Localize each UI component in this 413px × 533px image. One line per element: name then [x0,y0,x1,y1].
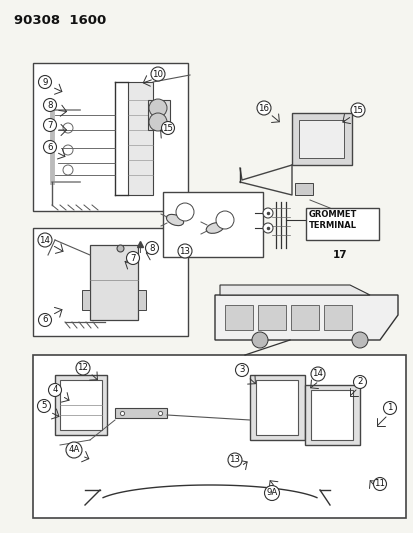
Text: 13: 13 [229,456,240,464]
Text: 4: 4 [52,385,57,394]
Bar [90,245,138,320]
Bar [115,408,166,418]
Text: 6: 6 [47,142,52,151]
Circle shape [353,376,366,389]
Text: 13: 13 [179,246,190,255]
Bar [128,82,153,195]
Bar [82,290,90,310]
Ellipse shape [206,223,223,233]
Text: 8: 8 [149,244,154,253]
Bar [249,375,304,440]
Bar [294,183,312,195]
Text: 16: 16 [258,103,269,112]
Circle shape [262,223,272,233]
Circle shape [38,76,51,88]
Circle shape [264,486,279,500]
Circle shape [145,241,158,254]
Polygon shape [219,285,369,295]
Text: 2: 2 [356,377,362,386]
Text: 4A: 4A [68,446,79,455]
Text: 9: 9 [42,77,47,86]
Bar [147,100,170,130]
Bar [60,380,102,430]
Bar [33,63,188,211]
Bar [257,305,285,330]
Circle shape [351,332,367,348]
Circle shape [66,442,82,458]
Circle shape [43,118,56,132]
Text: 12: 12 [77,364,88,373]
Circle shape [373,478,386,490]
Text: 6: 6 [42,316,47,325]
Text: 90308  1600: 90308 1600 [14,14,106,27]
Bar [55,375,107,435]
Circle shape [262,208,272,218]
Bar [323,305,351,330]
Text: 5: 5 [41,401,47,410]
Text: 14: 14 [312,369,323,378]
Circle shape [43,99,56,111]
Text: 15: 15 [162,124,173,133]
Bar [33,228,188,336]
Circle shape [350,103,364,117]
Circle shape [252,332,267,348]
Circle shape [48,384,62,397]
Circle shape [38,313,51,327]
Circle shape [228,453,242,467]
Circle shape [38,400,50,413]
Text: 15: 15 [351,106,363,115]
Bar [255,380,297,435]
Bar [224,305,252,330]
Circle shape [126,252,139,264]
Bar [138,290,146,310]
Text: 7: 7 [130,254,135,262]
Circle shape [235,364,248,376]
Text: 9A: 9A [266,489,277,497]
Circle shape [151,67,165,81]
Circle shape [149,113,166,131]
Bar [298,120,343,158]
Circle shape [176,203,194,221]
Circle shape [382,401,396,415]
Circle shape [38,233,52,247]
Circle shape [310,367,324,381]
Circle shape [76,361,90,375]
Bar [290,305,318,330]
Bar [33,355,405,518]
Text: 10: 10 [152,69,163,78]
Bar [304,385,359,445]
Text: 17: 17 [332,250,347,260]
Text: 7: 7 [47,120,52,130]
Circle shape [161,122,174,134]
Polygon shape [214,295,397,340]
Text: GROMMET: GROMMET [308,210,356,219]
Bar [310,390,352,440]
Bar [291,113,351,165]
Circle shape [256,101,271,115]
Circle shape [149,99,166,117]
Text: TERMINAL: TERMINAL [308,221,356,230]
Ellipse shape [166,214,183,225]
Circle shape [216,211,233,229]
Circle shape [178,244,192,258]
Text: 8: 8 [47,101,52,109]
Bar [305,208,378,240]
Text: 11: 11 [374,480,385,489]
Text: 1: 1 [386,403,392,413]
Bar [163,192,262,257]
Circle shape [43,141,56,154]
Text: 14: 14 [39,236,50,245]
Text: 3: 3 [239,366,244,375]
